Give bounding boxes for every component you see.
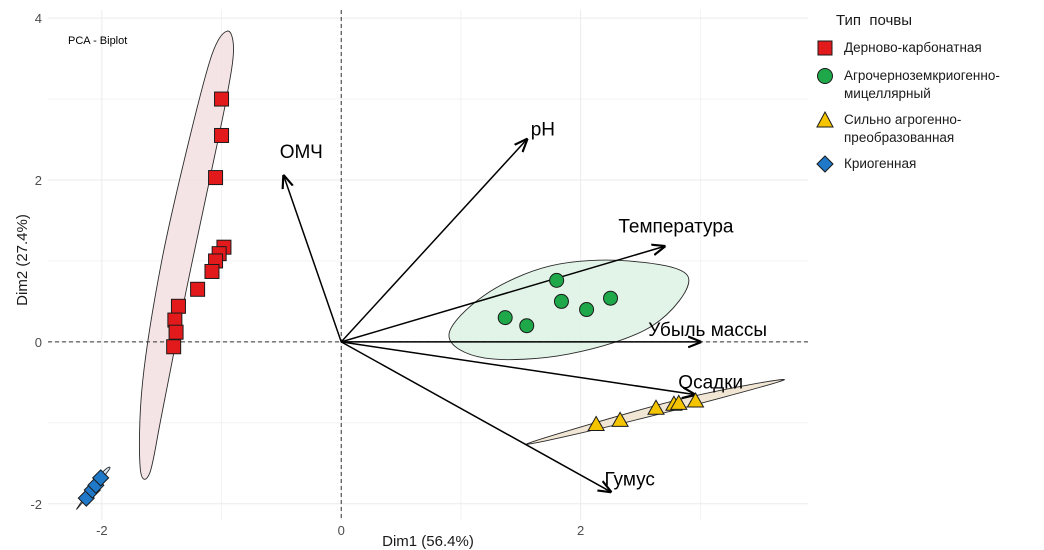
legend-key-diamond — [816, 155, 834, 173]
legend-item: Сильно агрогенно-преобразованная — [814, 109, 1042, 147]
vector-label-3: Убыль массы — [648, 320, 767, 341]
x-tick-label: -2 — [96, 523, 108, 538]
legend-title: Тип почвы — [836, 12, 913, 29]
data-point-circle — [519, 318, 535, 334]
vector-label-0: ОМЧ — [280, 142, 323, 163]
data-point-square — [214, 127, 230, 143]
vector-label-5: Гумус — [605, 470, 655, 491]
y-tick-label: 0 — [35, 335, 42, 350]
legend-label: Криогенная — [844, 156, 917, 171]
legend-label: Агрочерноземкриогенно-мицеллярный — [844, 68, 1000, 101]
vector-arrow-4 — [341, 341, 694, 395]
legend: Тип почвы Дерново-карбонатная Агрочернозе… — [814, 12, 1042, 181]
data-point-triangle — [647, 399, 665, 415]
legend-item: Агрочерноземкриогенно-мицеллярный — [814, 65, 1042, 103]
data-point-square — [208, 170, 224, 186]
x-axis-title: Dim1 (56.4%) — [382, 533, 474, 550]
legend-item: Дерново-карбонатная — [814, 37, 1042, 59]
data-point-triangle — [669, 394, 688, 410]
data-point-square — [214, 91, 230, 107]
vector-arrow-2 — [341, 246, 664, 343]
vector-arrow-1 — [340, 140, 527, 343]
y-tick-label: 4 — [35, 11, 42, 26]
vector-arrow-0 — [284, 176, 342, 343]
data-point-diamond — [91, 469, 110, 487]
chart-title: PCA - Biplot — [68, 35, 127, 47]
vector-label-1: pH — [531, 120, 555, 141]
legend-marker — [816, 155, 834, 173]
legend-item: Криогенная — [814, 153, 1042, 175]
data-point-circle — [497, 310, 513, 326]
data-point-circle — [553, 293, 569, 309]
data-point-square — [190, 281, 206, 297]
vector-label-4: Осадки — [678, 373, 743, 394]
legend-label: Дерново-карбонатная — [844, 40, 982, 55]
legend-marker — [816, 110, 834, 128]
x-tick-label: 0 — [338, 523, 345, 538]
data-point-circle — [603, 290, 619, 306]
y-axis-title: Dim2 (27.4%) — [14, 214, 31, 306]
legend-marker — [817, 40, 833, 56]
data-point-triangle — [686, 391, 705, 408]
legend-label: Сильно агрогенно-преобразованная — [844, 112, 962, 145]
data-point-circle — [579, 302, 595, 318]
data-point-square — [168, 324, 184, 340]
y-tick-label: -2 — [30, 497, 42, 512]
x-tick-label: 2 — [577, 523, 584, 538]
vector-arrow-5 — [340, 341, 610, 492]
vector-label-2: Температура — [618, 216, 734, 237]
data-point-square — [166, 339, 182, 355]
data-point-triangle — [611, 411, 629, 427]
confidence-ellipse-1 — [448, 259, 690, 361]
data-point-triangle — [587, 415, 606, 431]
y-tick-label: 2 — [35, 173, 42, 188]
legend-key-triangle — [816, 110, 834, 128]
legend-key-circle — [817, 68, 833, 84]
data-point-square — [170, 298, 186, 314]
legend-marker — [817, 68, 833, 84]
data-point-circle — [549, 272, 565, 288]
legend-key-square — [817, 40, 833, 56]
data-point-square — [204, 263, 220, 279]
confidence-ellipse-0 — [138, 30, 234, 480]
